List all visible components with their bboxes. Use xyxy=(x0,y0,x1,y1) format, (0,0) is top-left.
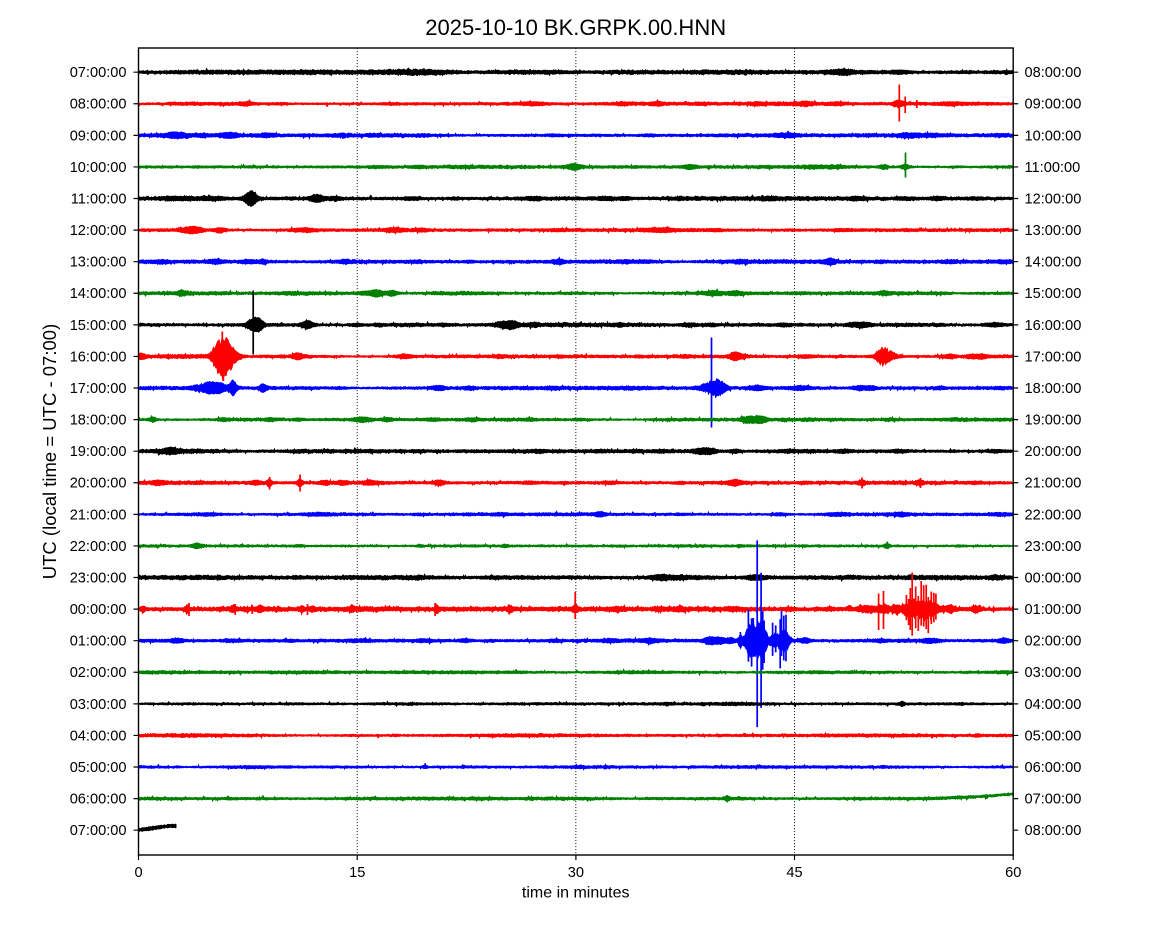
svg-text:19:00:00: 19:00:00 xyxy=(70,444,127,460)
svg-text:00:00:00: 00:00:00 xyxy=(70,602,127,618)
svg-text:15:00:00: 15:00:00 xyxy=(70,318,127,334)
svg-text:10:00:00: 10:00:00 xyxy=(70,160,127,176)
svg-text:13:00:00: 13:00:00 xyxy=(1025,223,1082,239)
svg-text:05:00:00: 05:00:00 xyxy=(1025,728,1082,744)
svg-text:02:00:00: 02:00:00 xyxy=(70,665,127,681)
svg-text:13:00:00: 13:00:00 xyxy=(70,255,127,271)
svg-text:60: 60 xyxy=(1005,865,1021,881)
svg-text:22:00:00: 22:00:00 xyxy=(1025,507,1082,523)
svg-text:15:00:00: 15:00:00 xyxy=(1025,286,1082,302)
svg-text:time in minutes: time in minutes xyxy=(522,885,630,902)
svg-text:16:00:00: 16:00:00 xyxy=(70,349,127,365)
svg-text:06:00:00: 06:00:00 xyxy=(1025,760,1082,776)
svg-text:11:00:00: 11:00:00 xyxy=(71,191,127,207)
svg-text:09:00:00: 09:00:00 xyxy=(1025,97,1082,113)
svg-text:17:00:00: 17:00:00 xyxy=(1025,349,1082,365)
svg-text:07:00:00: 07:00:00 xyxy=(70,823,127,839)
svg-text:45: 45 xyxy=(786,865,802,881)
svg-text:14:00:00: 14:00:00 xyxy=(70,286,127,302)
svg-text:09:00:00: 09:00:00 xyxy=(70,128,127,144)
svg-text:19:00:00: 19:00:00 xyxy=(1025,413,1082,429)
svg-text:18:00:00: 18:00:00 xyxy=(1025,381,1082,397)
svg-text:07:00:00: 07:00:00 xyxy=(1025,792,1082,808)
svg-text:2025-10-10 BK.GRPK.00.HNN: 2025-10-10 BK.GRPK.00.HNN xyxy=(425,15,726,40)
svg-text:17:00:00: 17:00:00 xyxy=(70,381,127,397)
svg-text:UTC (local time = UTC - 07:00): UTC (local time = UTC - 07:00) xyxy=(39,324,60,579)
svg-text:20:00:00: 20:00:00 xyxy=(1025,444,1082,460)
svg-text:14:00:00: 14:00:00 xyxy=(1025,255,1082,271)
svg-text:02:00:00: 02:00:00 xyxy=(1025,634,1082,650)
svg-text:18:00:00: 18:00:00 xyxy=(70,413,127,429)
svg-text:21:00:00: 21:00:00 xyxy=(70,507,127,523)
svg-text:21:00:00: 21:00:00 xyxy=(1025,476,1082,492)
svg-text:03:00:00: 03:00:00 xyxy=(1025,665,1082,681)
svg-text:06:00:00: 06:00:00 xyxy=(70,792,127,808)
svg-text:08:00:00: 08:00:00 xyxy=(70,97,127,113)
svg-text:05:00:00: 05:00:00 xyxy=(70,760,127,776)
svg-text:12:00:00: 12:00:00 xyxy=(1025,191,1082,207)
svg-text:00:00:00: 00:00:00 xyxy=(1025,570,1082,586)
svg-text:04:00:00: 04:00:00 xyxy=(70,728,127,744)
svg-text:04:00:00: 04:00:00 xyxy=(1025,697,1082,713)
svg-text:23:00:00: 23:00:00 xyxy=(1025,539,1082,555)
svg-text:30: 30 xyxy=(568,865,584,881)
svg-text:11:00:00: 11:00:00 xyxy=(1025,160,1081,176)
svg-text:0: 0 xyxy=(134,865,142,881)
svg-text:16:00:00: 16:00:00 xyxy=(1025,318,1082,334)
svg-text:03:00:00: 03:00:00 xyxy=(70,697,127,713)
svg-text:07:00:00: 07:00:00 xyxy=(70,65,127,81)
svg-text:23:00:00: 23:00:00 xyxy=(70,570,127,586)
svg-text:15: 15 xyxy=(349,865,365,881)
svg-text:08:00:00: 08:00:00 xyxy=(1025,823,1082,839)
svg-text:01:00:00: 01:00:00 xyxy=(70,634,127,650)
svg-text:22:00:00: 22:00:00 xyxy=(70,539,127,555)
svg-text:12:00:00: 12:00:00 xyxy=(70,223,127,239)
svg-text:08:00:00: 08:00:00 xyxy=(1025,65,1082,81)
svg-text:20:00:00: 20:00:00 xyxy=(70,476,127,492)
svg-text:01:00:00: 01:00:00 xyxy=(1025,602,1082,618)
svg-text:10:00:00: 10:00:00 xyxy=(1025,128,1082,144)
